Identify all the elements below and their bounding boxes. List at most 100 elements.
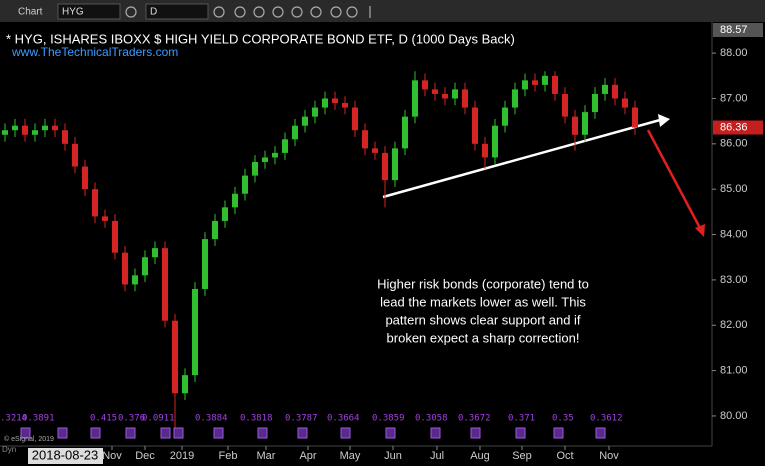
dividend-icon (173, 427, 184, 439)
projection-arrow (646, 129, 702, 229)
candle-body (92, 189, 98, 217)
dividend-icon (20, 427, 31, 439)
x-tick-label: Jul (430, 450, 444, 462)
indicator-label: 0.3787 (285, 414, 318, 424)
symbol-input[interactable] (57, 3, 121, 20)
candle-body (462, 89, 468, 108)
candle-body (402, 116, 408, 149)
indicator-label: 0.371 (508, 414, 535, 424)
dividend-icon (430, 427, 441, 439)
scale-top-box (713, 23, 763, 37)
annotation-line: Higher risk bonds (corporate) tend to (377, 276, 589, 291)
y-tick-label: 86.00 (720, 138, 748, 150)
x-tick-label: Apr (299, 450, 316, 462)
candle-body (272, 152, 278, 158)
indicator-label: 0.3884 (195, 414, 228, 424)
candle-body (232, 193, 238, 208)
candle-body (562, 93, 568, 117)
indicator-label: 0.3058 (415, 414, 448, 424)
support-line (382, 118, 661, 199)
candle-body (12, 125, 18, 131)
chart-subtitle: www.TheTechnicalTraders.com (11, 45, 178, 59)
price-axis (712, 22, 765, 466)
indicator-label: 0.415 (90, 414, 117, 424)
candle-body (182, 375, 188, 394)
candle-body (52, 125, 58, 131)
y-tick-label: 87.00 (720, 92, 748, 104)
candle-body (302, 116, 308, 126)
candle-body (282, 139, 288, 153)
dividend-icon (125, 427, 136, 439)
x-tick-label: Dec (135, 450, 155, 462)
candle-body (112, 220, 118, 253)
indicator-label: 0.0911 (142, 414, 175, 424)
candle-body (212, 220, 218, 240)
dividend-icon (297, 427, 308, 439)
candle-body (262, 157, 268, 162)
candle-body (572, 116, 578, 135)
candle-body (482, 143, 488, 158)
interval-text: D (150, 7, 157, 18)
toolbar-icons[interactable] (125, 6, 371, 18)
candle-body (472, 107, 478, 144)
candle-body (372, 148, 378, 153)
candle-body (62, 130, 68, 144)
cursor-date: 2018-08-23 (32, 447, 99, 462)
indicator-label: 0.376 (118, 414, 145, 424)
candle-body (102, 216, 108, 221)
x-tick-label: Nov (599, 450, 619, 462)
candle-body (332, 98, 338, 104)
candle-body (532, 80, 538, 85)
candle-body (142, 257, 148, 276)
candle-body (352, 107, 358, 131)
candle-body (552, 75, 558, 94)
x-tick-label: Jun (384, 450, 402, 462)
dividend-icon (57, 427, 68, 439)
candle-body (342, 103, 348, 108)
candle-body (22, 125, 28, 135)
candle-body (132, 275, 138, 285)
indicator-label: 0.3612 (590, 414, 623, 424)
arrowhead (695, 224, 705, 237)
dividend-icon (213, 427, 224, 439)
candle-body (582, 112, 588, 135)
candle-body (202, 239, 208, 289)
candle-body (542, 75, 548, 85)
dividend-icon (515, 427, 526, 439)
candle-body (422, 80, 428, 90)
candle-body (32, 130, 38, 135)
candle-body (82, 166, 88, 190)
candle-body (322, 98, 328, 108)
candle-body (252, 161, 258, 176)
x-tick-label: Aug (470, 450, 490, 462)
indicator-label: 0.3818 (240, 414, 273, 424)
candle-body (222, 207, 228, 221)
y-tick-label: 85.00 (720, 183, 748, 195)
candle-body (162, 248, 168, 321)
arrowhead (658, 114, 670, 127)
last-price-label: 86.36 (720, 121, 748, 133)
annotation-line: lead the markets lower as well. This (380, 294, 586, 309)
y-tick-label: 81.00 (720, 365, 748, 377)
candle-body (312, 107, 318, 117)
interval-input[interactable] (145, 3, 209, 20)
candle-body (442, 93, 448, 99)
toolbar-label: Chart (18, 7, 43, 18)
candle-body (502, 107, 508, 126)
candle-body (172, 320, 178, 394)
candle-body (242, 175, 248, 194)
dividend-icon (340, 427, 351, 439)
indicator-label: 0.3859 (372, 414, 405, 424)
candle-body (452, 89, 458, 99)
candle-body (522, 80, 528, 90)
x-tick-label: Mar (257, 450, 276, 462)
candle-body (432, 89, 438, 94)
candle-body (392, 148, 398, 181)
candle-body (122, 252, 128, 285)
x-tick-label: Oct (556, 450, 573, 462)
indicator-label: 0.35 (552, 414, 574, 424)
candle-body (192, 288, 198, 376)
y-tick-label: 84.00 (720, 228, 748, 240)
